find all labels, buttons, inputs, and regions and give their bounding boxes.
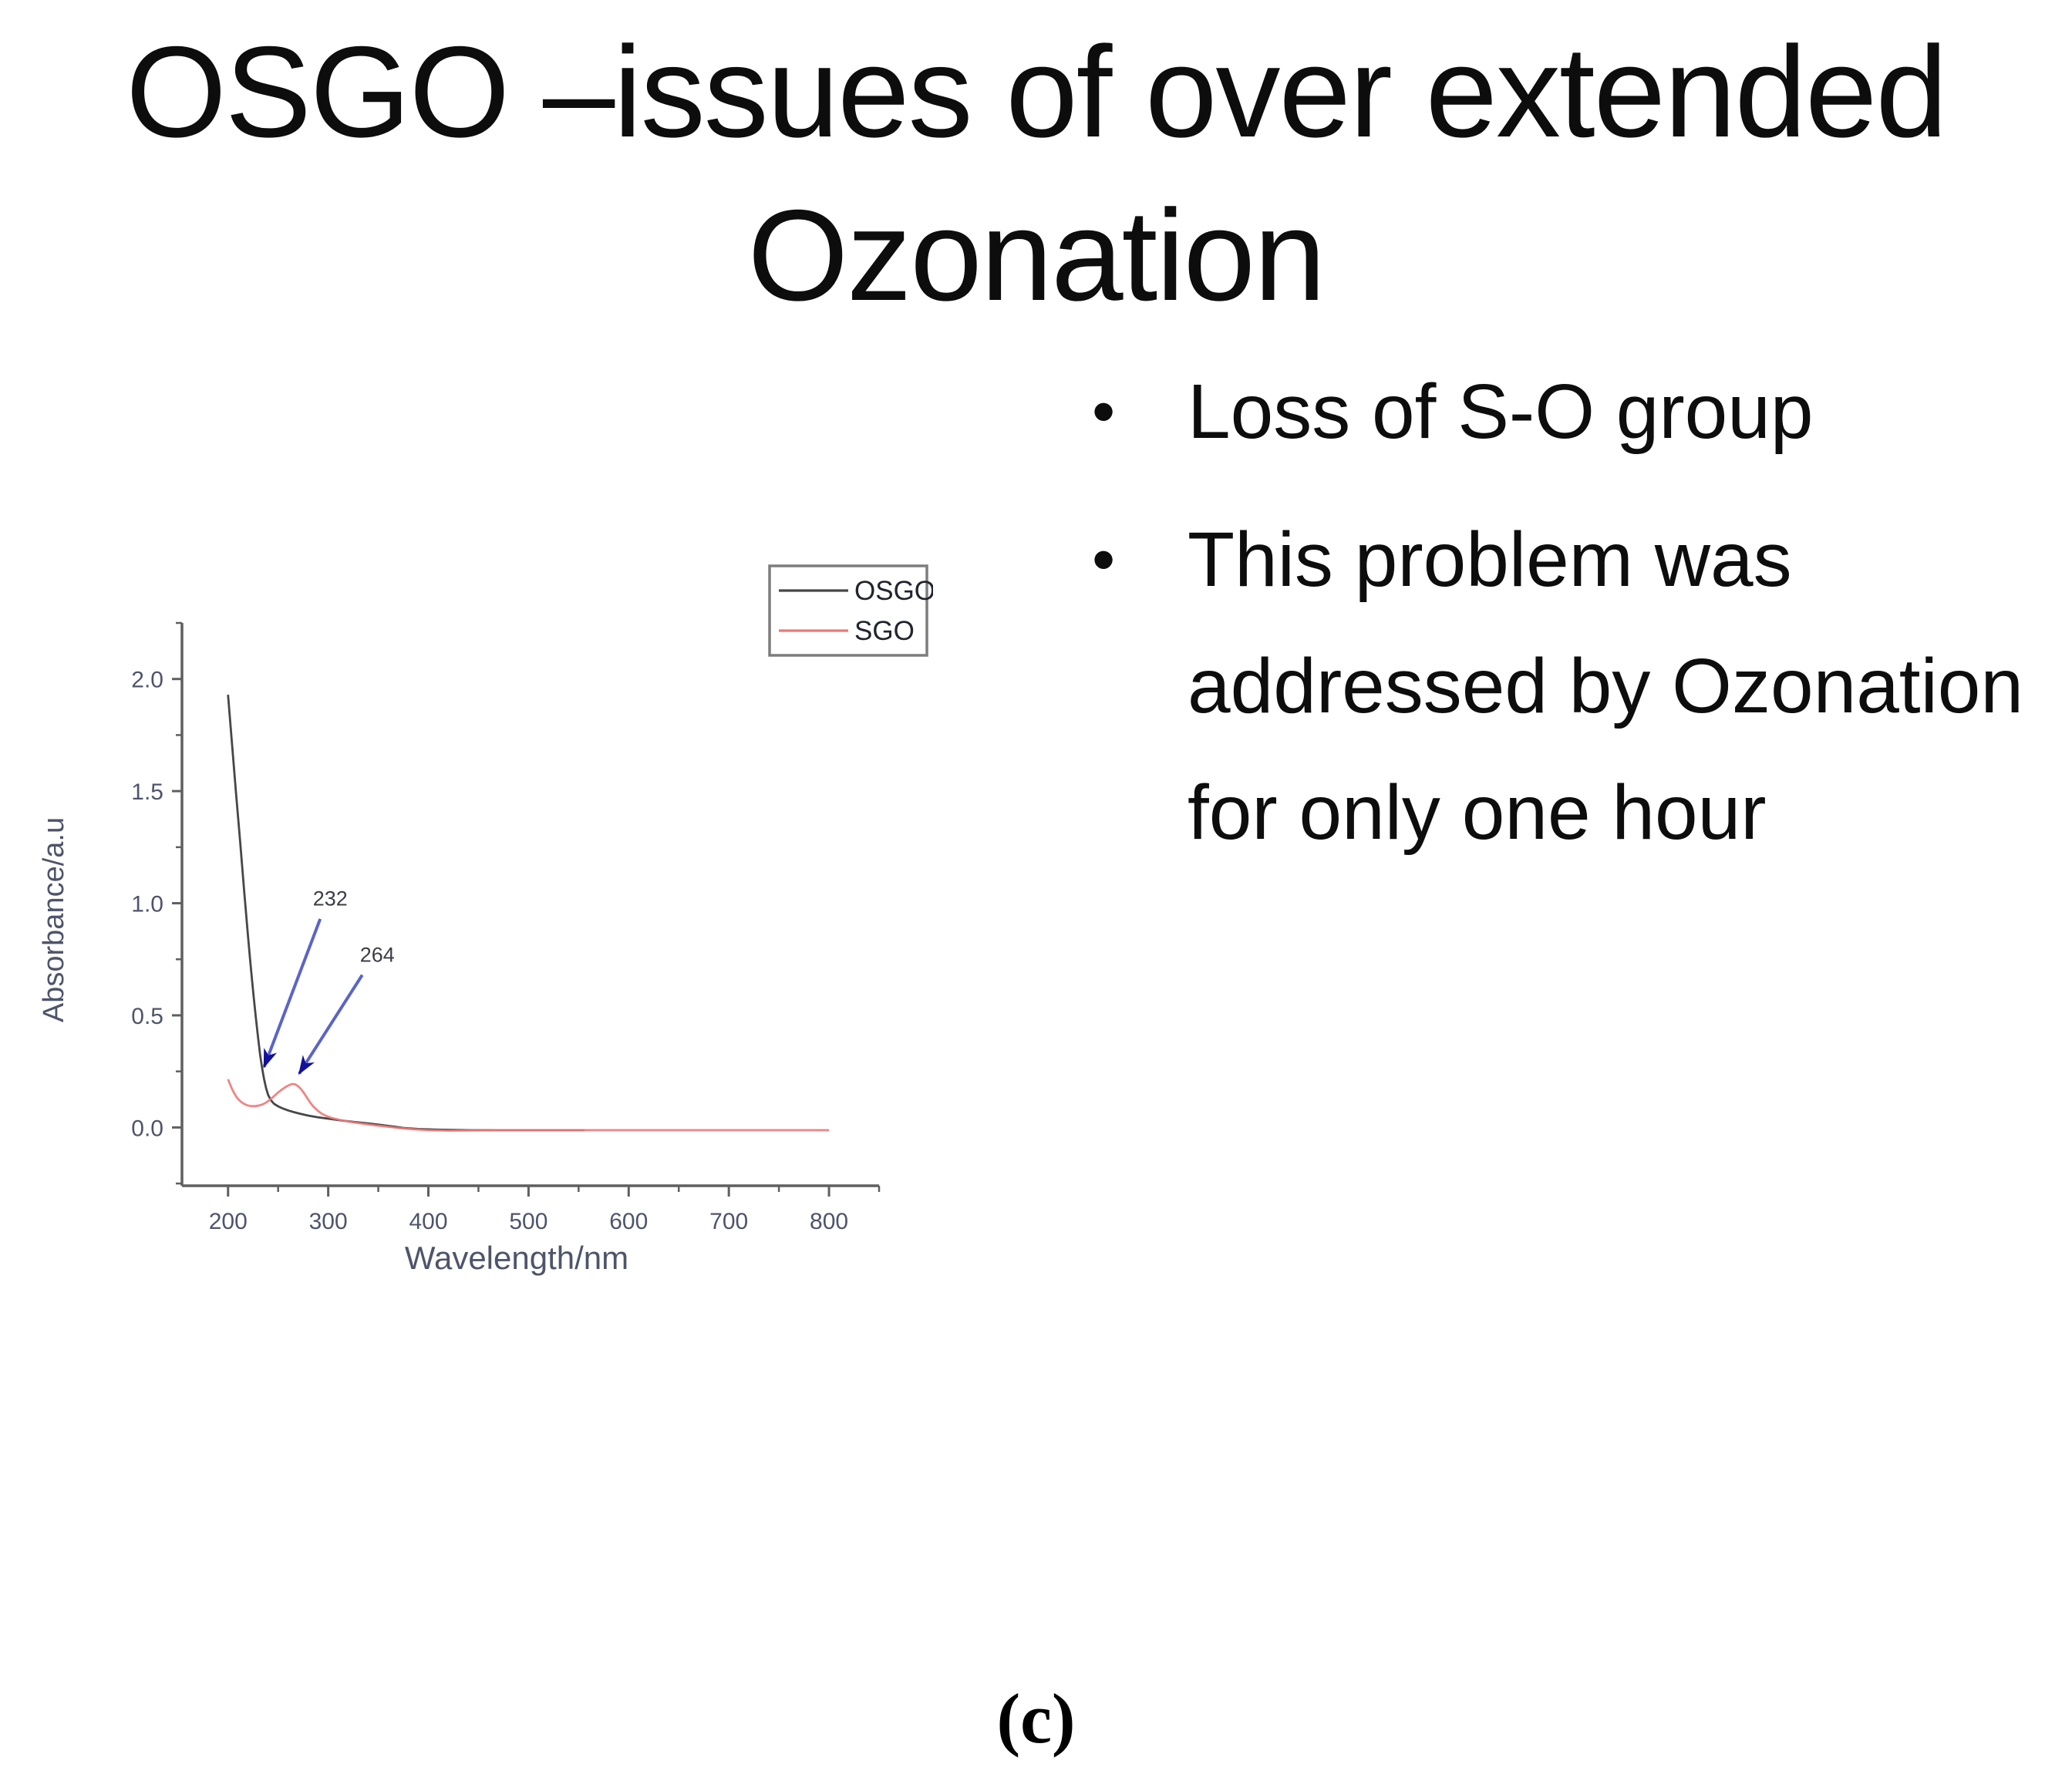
annotation-label: 264	[360, 943, 395, 966]
title-line-1: OSGO –issues of over extended	[126, 19, 1948, 164]
figure-caption: (c)	[996, 1679, 1076, 1758]
x-ticks: 200 300 400 500 600 700 800	[209, 1186, 881, 1234]
y-tick-label: 1.5	[131, 779, 163, 805]
x-tick-label: 200	[209, 1209, 248, 1234]
legend-label-SGO: SGO	[854, 616, 915, 646]
bullet-line: Loss of S-O group	[1188, 369, 1814, 455]
slide-title: OSGO –issues of over extended Ozonation	[0, 11, 2072, 337]
y-tick-label: 0.5	[131, 1004, 163, 1029]
bullet-item: • This problem was addressed by Ozonation f…	[1089, 497, 2072, 876]
legend-box	[768, 564, 928, 657]
series-OSGO	[227, 694, 585, 1132]
bullet-item: • Loss of S-O group	[1089, 348, 2072, 475]
y-tick-label: 2.0	[131, 668, 163, 693]
legend-label-OSGO: OSGO	[854, 576, 933, 606]
annotation-arrow	[298, 974, 364, 1076]
bullet-list: • Loss of S-O group • This problem was addre…	[1089, 348, 2072, 876]
annotation-label: 232	[313, 887, 348, 911]
x-tick-label: 300	[309, 1209, 348, 1234]
x-axis-label: Wavelength/nm	[405, 1240, 628, 1276]
x-tick-label: 800	[810, 1209, 848, 1234]
x-tick-label: 700	[709, 1209, 748, 1234]
title-line-2: Ozonation	[747, 182, 1326, 328]
uv-vis-chart: 200 300 400 500 600 700 800 0.0 0.5 1.0 1.5 2.0 Wave…	[38, 564, 935, 1276]
bullet-line: for only one hour	[1188, 769, 1767, 856]
y-ticks: 0.0 0.5 1.0 1.5 2.0	[131, 621, 182, 1185]
series-SGO	[227, 1079, 830, 1132]
annotation-264: 264	[298, 943, 395, 1076]
y-axis-label: Absorbance/a.u	[38, 817, 70, 1022]
bullet-line: This problem was	[1188, 517, 1792, 603]
bullet-line: addressed by Ozonation	[1188, 643, 2024, 729]
y-tick-label: 0.0	[131, 1116, 163, 1141]
x-tick-label: 400	[409, 1209, 447, 1234]
x-tick-label: 600	[609, 1209, 648, 1234]
uv-vis-spectrum-figure: 200 300 400 500 600 700 800 0.0 0.5 1.0 1.5 2.0 Wave…	[31, 538, 935, 1309]
y-tick-label: 1.0	[131, 892, 163, 917]
annotation-232: 232	[262, 887, 348, 1069]
bullet-marker: •	[1092, 523, 1116, 597]
x-tick-label: 500	[509, 1209, 547, 1234]
legend: OSGO SGO	[768, 564, 935, 657]
bullet-marker: •	[1092, 375, 1116, 449]
annotation-arrow	[262, 918, 322, 1069]
